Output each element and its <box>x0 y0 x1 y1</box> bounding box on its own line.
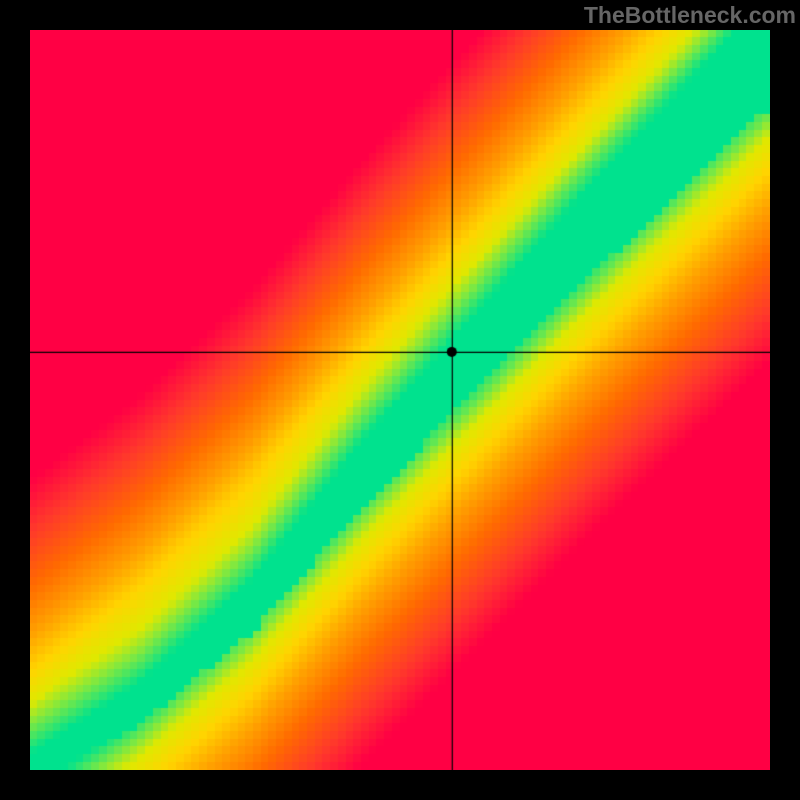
watermark-text: TheBottleneck.com <box>584 0 800 29</box>
bottleneck-heatmap <box>30 30 770 770</box>
chart-container: TheBottleneck.com <box>0 0 800 800</box>
